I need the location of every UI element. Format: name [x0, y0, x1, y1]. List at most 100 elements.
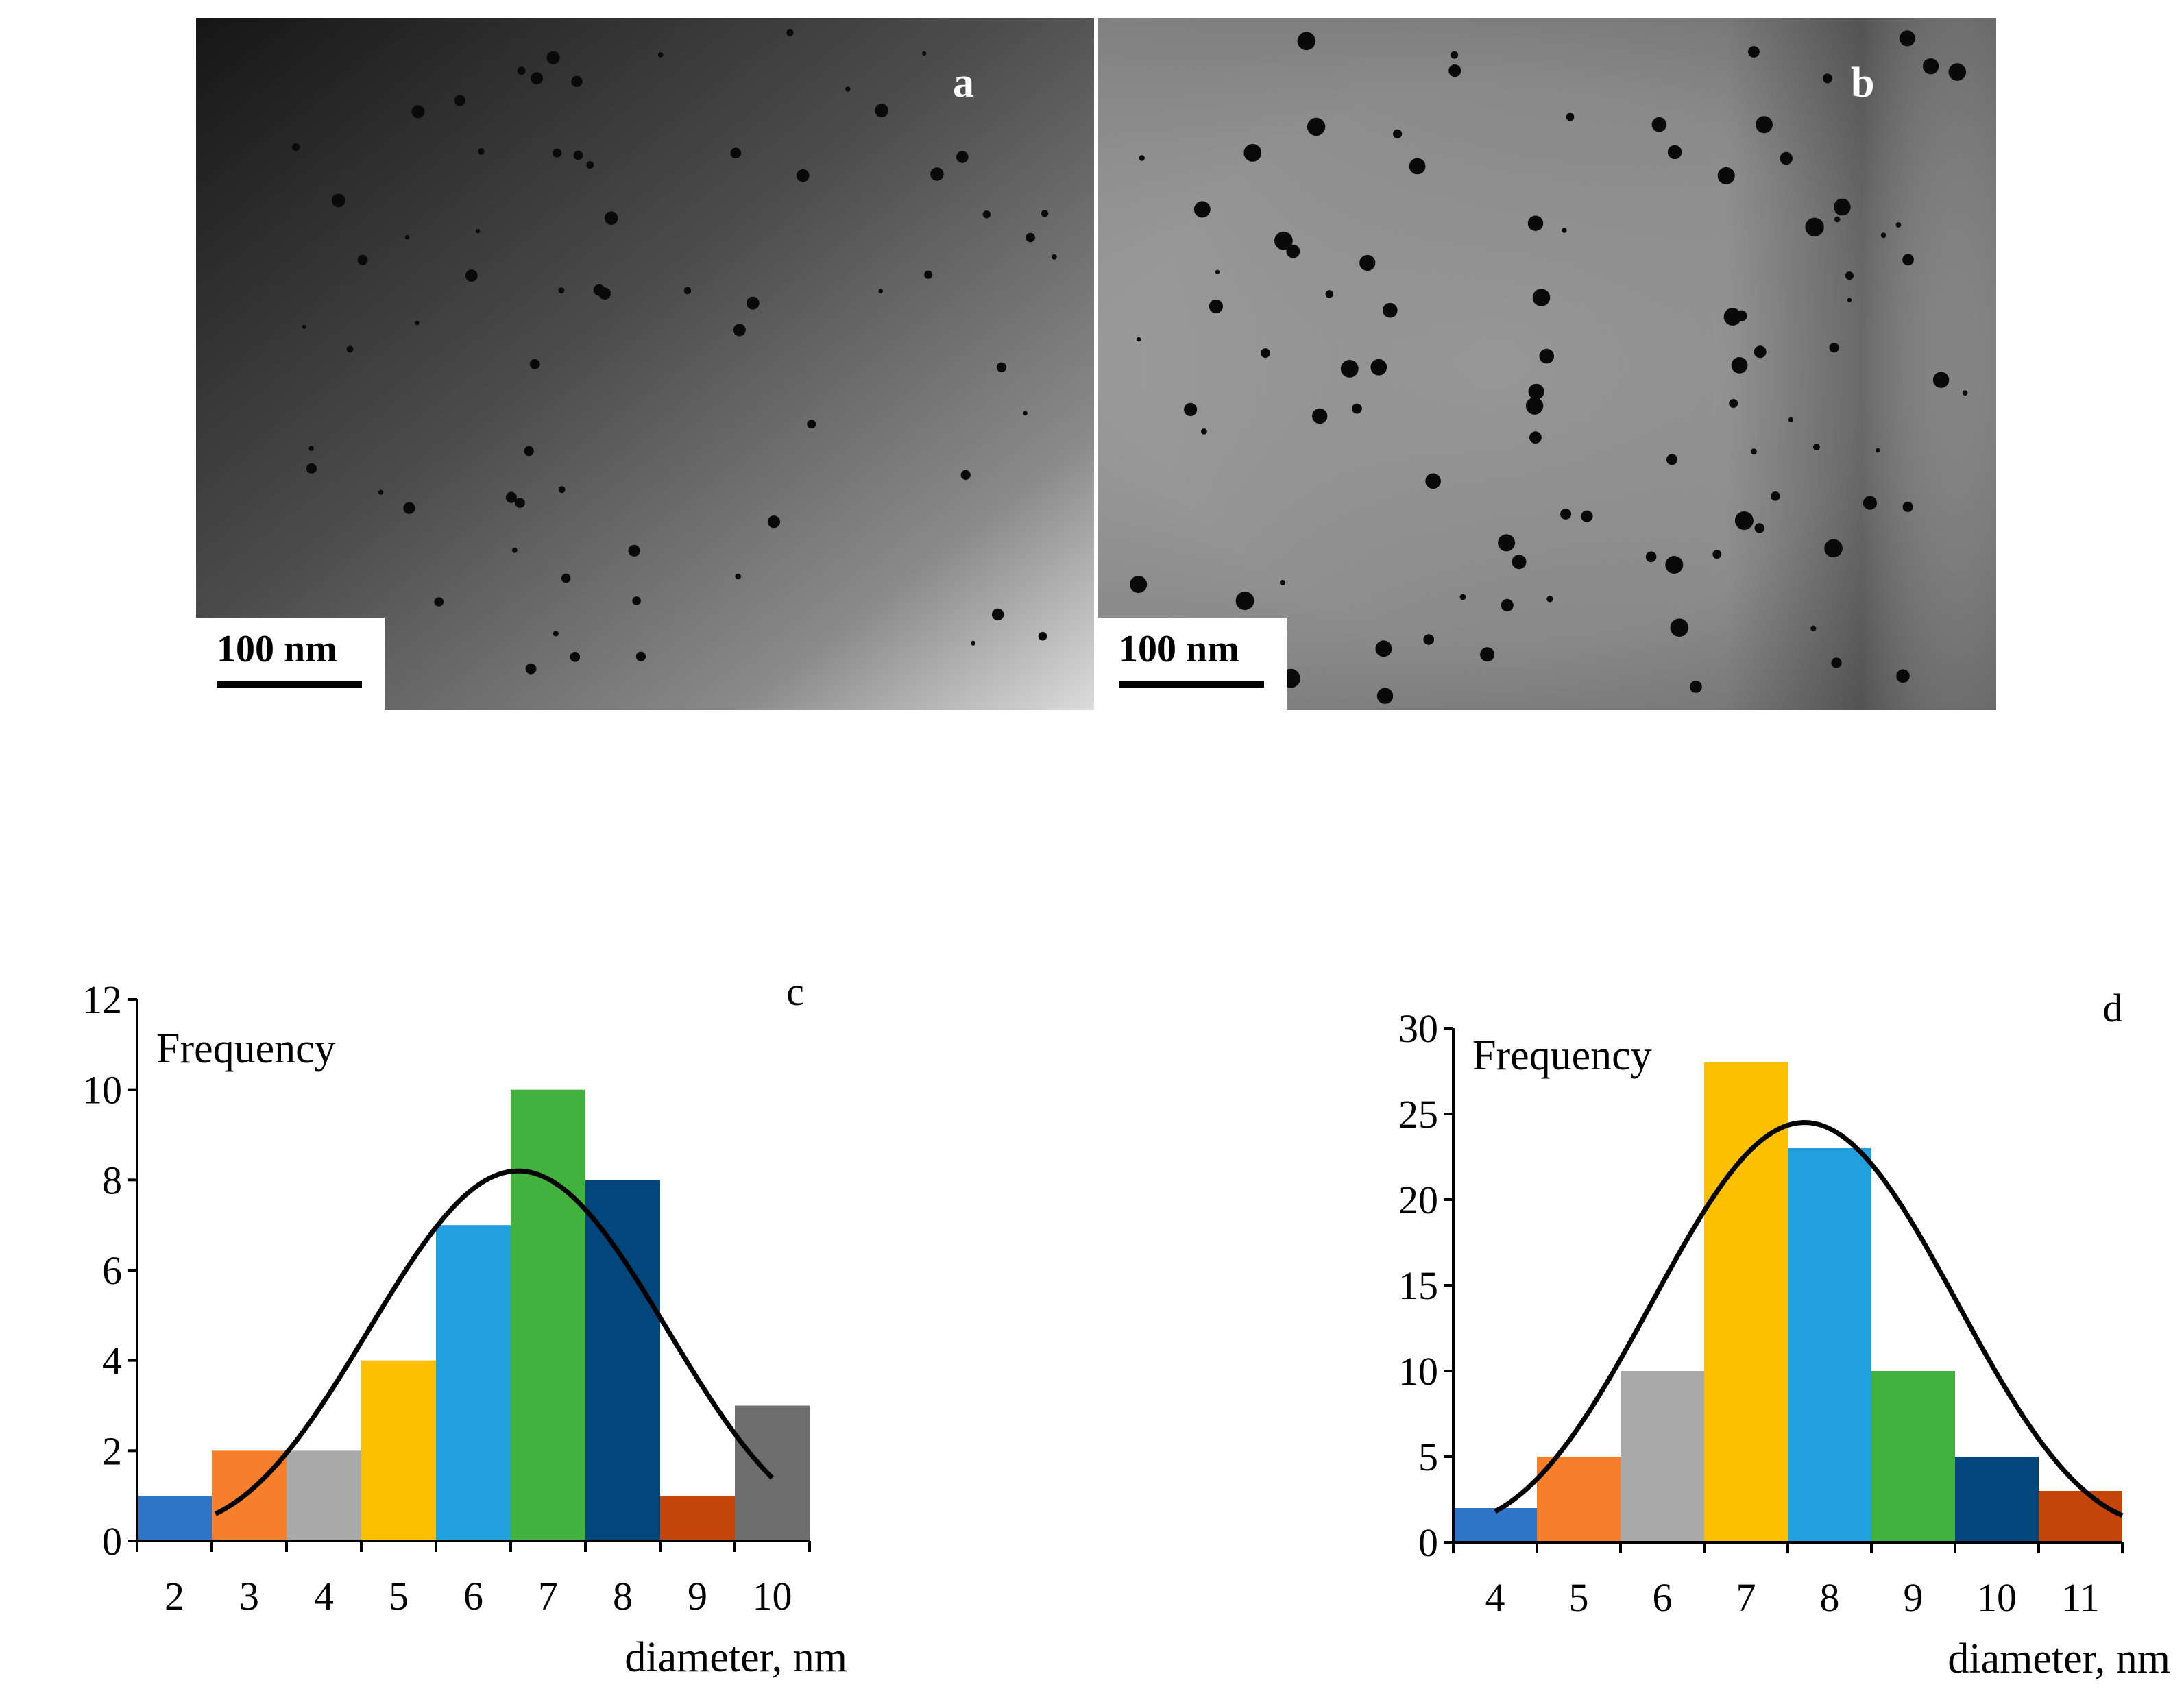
nanoparticle [1051, 254, 1057, 260]
histogram-d-y-label: Frequency [1472, 1032, 1652, 1079]
nanoparticle [517, 66, 526, 75]
nanoparticle [1780, 151, 1793, 165]
nanoparticle [746, 296, 760, 310]
scale-label-b: 100 nm [1119, 628, 1239, 670]
histogram-c-bar-5 [361, 1360, 436, 1541]
histogram-d-y-tick-label: 20 [1398, 1178, 1438, 1222]
nanoparticle [1932, 372, 1950, 388]
nanoparticle [454, 95, 465, 106]
histogram-d-bar-9 [1871, 1371, 1955, 1542]
histogram-d-bar-8 [1788, 1148, 1871, 1542]
nanoparticle [982, 210, 991, 219]
nanoparticle [875, 104, 888, 117]
nanoparticle [1480, 647, 1495, 662]
nanoparticle [434, 597, 444, 607]
nanoparticle [1512, 555, 1527, 570]
nanoparticle [1831, 657, 1842, 668]
nanoparticle [531, 72, 543, 85]
histogram-d: 0 5 10 15 20 25 30 4 5 6 7 8 9 10 11 Frequency diameter,… [1398, 986, 2170, 1682]
nanoparticle [378, 489, 384, 495]
nanoparticle [1748, 46, 1760, 58]
histogram-c-y-tick-label: 12 [82, 977, 122, 1022]
nanoparticle [1023, 411, 1028, 416]
nanoparticle [628, 544, 640, 557]
histogram-d-panel-letter: d [2103, 986, 2123, 1030]
nanoparticle [1261, 348, 1270, 359]
histogram-d-bar-4 [1453, 1508, 1537, 1542]
nanoparticle [845, 86, 851, 92]
histogram-d-x-tick-label: 6 [1653, 1575, 1673, 1620]
nanoparticle [1651, 117, 1667, 132]
nanoparticle [558, 486, 566, 494]
nanoparticle [807, 420, 816, 429]
nanoparticle [733, 324, 746, 337]
histogram-c-x-tick-label: 6 [463, 1574, 483, 1618]
scale-bar-a [217, 681, 362, 688]
nanoparticle [525, 663, 537, 675]
nanoparticle [960, 470, 971, 481]
histogram-c-bar-9 [660, 1496, 735, 1541]
nanoparticle [1525, 397, 1544, 415]
nanoparticle [1712, 550, 1722, 559]
nanoparticle [403, 502, 415, 514]
histogram-d-y-tick-label: 5 [1418, 1435, 1438, 1479]
nanoparticle [1902, 254, 1914, 266]
nanoparticle [1193, 201, 1211, 218]
histogram-d-y-tick-label: 10 [1398, 1349, 1438, 1394]
nanoparticle [1235, 592, 1254, 610]
histogram-d-bar-11 [2039, 1491, 2122, 1542]
histogram-c-y-tick-label: 10 [82, 1068, 122, 1113]
nanoparticle [1243, 144, 1262, 162]
nanoparticle [996, 362, 1007, 372]
nanoparticle [411, 105, 425, 119]
nanoparticle [1527, 215, 1544, 231]
nanoparticle [1750, 448, 1757, 455]
nanoparticle [1902, 501, 1913, 513]
micrograph-b-image [1098, 18, 1996, 710]
histogram-d-y-tick-label: 30 [1398, 1006, 1438, 1051]
histogram-d-x-tick-label: 10 [1977, 1575, 2017, 1620]
nanoparticle [1201, 428, 1207, 435]
nanoparticle [465, 269, 478, 282]
histogram-d-bar-6 [1621, 1371, 1704, 1542]
histogram-d-y-tick-label: 0 [1418, 1520, 1438, 1565]
tem-micrograph-a: a 100 nm [196, 18, 1094, 710]
nanoparticle [1845, 271, 1854, 280]
histogram-c-bar-4 [287, 1450, 361, 1541]
nanoparticle [1026, 232, 1035, 243]
nanoparticle [1771, 491, 1780, 501]
nanoparticle [1340, 360, 1359, 378]
histogram-d-x-tick-label: 5 [1569, 1575, 1589, 1620]
histogram-d-fit-curve [1494, 1119, 2124, 1518]
nanoparticle [922, 51, 927, 56]
nanoparticle [1723, 308, 1742, 326]
nanoparticle [1279, 579, 1286, 586]
histogram-c-y-tick-label: 2 [102, 1429, 122, 1473]
nanoparticle [1352, 403, 1362, 414]
nanoparticle [604, 211, 618, 226]
nanoparticle [1690, 681, 1702, 693]
nanoparticle [1754, 523, 1764, 533]
nanoparticle [1459, 594, 1466, 600]
nanoparticle [524, 446, 534, 457]
nanoparticle [511, 547, 518, 553]
nanoparticle [1562, 228, 1567, 233]
nanoparticle [1962, 390, 1968, 396]
nanoparticle [404, 234, 410, 240]
nanoparticle [308, 446, 314, 451]
histogram-d-x-label: diameter, nm [1948, 1636, 2170, 1682]
histogram-c-x-tick-label: 10 [753, 1574, 792, 1618]
histogram-c-bar-8 [585, 1180, 660, 1541]
nanoparticle [1359, 254, 1376, 271]
histogram-c-bar-7 [511, 1089, 585, 1541]
histogram-d-x-tick-label: 8 [1820, 1575, 1840, 1620]
nanoparticle [1448, 64, 1461, 77]
nanoparticle [1729, 399, 1738, 408]
nanoparticle [1560, 508, 1572, 520]
nanoparticle [1286, 244, 1300, 258]
scale-bar-box-b: 100 nm [1098, 618, 1287, 710]
histogram-c-y-tick-label: 8 [102, 1158, 122, 1202]
nanoparticle [302, 324, 306, 329]
nanoparticle [1130, 576, 1148, 593]
histogram-c-bar-2 [137, 1496, 212, 1541]
